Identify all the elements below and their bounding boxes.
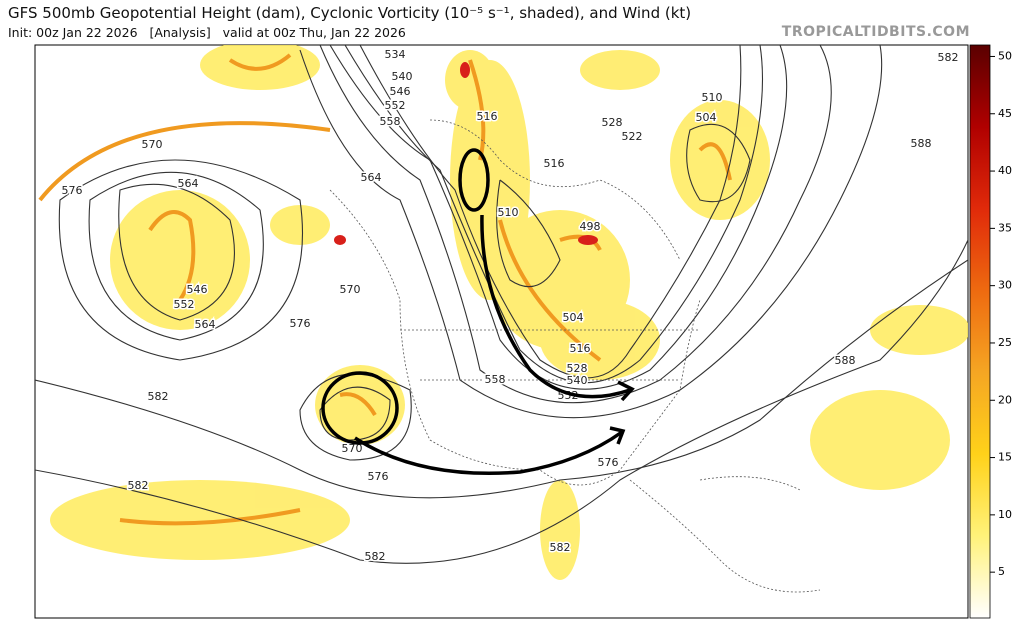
colorbar-tick-label: 50 (998, 49, 1012, 62)
contour-label: 576 (290, 317, 311, 330)
contour-label: 552 (385, 99, 406, 112)
colorbar-tick-label: 40 (998, 164, 1012, 177)
annotations (321, 148, 635, 476)
contour-label: 534 (385, 48, 406, 61)
contour-label: 516 (544, 157, 565, 170)
vorticity-max (334, 62, 598, 245)
contour-label: 570 (142, 138, 163, 151)
contour-label: 582 (550, 541, 571, 554)
contour-label: 558 (380, 115, 401, 128)
map-subtitle: Init: 00z Jan 22 2026 [Analysis] valid a… (8, 25, 406, 40)
contour-label: 576 (62, 184, 83, 197)
contour-label: 558 (485, 373, 506, 386)
height-contours (35, 45, 968, 564)
contour-label: 570 (340, 283, 361, 296)
colorbar-tick-label: 15 (998, 451, 1012, 464)
contour-label: 552 (174, 298, 195, 311)
contour-label: 504 (563, 311, 584, 324)
vorticity-shading (50, 45, 968, 580)
contour-label: 582 (128, 479, 149, 492)
contour-label: 504 (696, 111, 717, 124)
contour-label: 510 (702, 91, 723, 104)
contour-label: 528 (567, 362, 588, 375)
map-field (35, 45, 968, 593)
contour-label: 564 (195, 318, 216, 331)
contour-label: 588 (911, 137, 932, 150)
contour-label: 540 (392, 70, 413, 83)
colorbar-tick-label: 30 (998, 279, 1012, 292)
contour-label: 582 (365, 550, 386, 563)
contour-label: 582 (938, 51, 959, 64)
contour-label: 576 (368, 470, 389, 483)
contour-label: 498 (580, 220, 601, 233)
colorbar-tick-label: 20 (998, 393, 1012, 406)
map-title: GFS 500mb Geopotential Height (dam), Cyc… (8, 4, 692, 22)
contour-label: 516 (477, 110, 498, 123)
colorbar (969, 44, 991, 619)
colorbar-tick-label: 45 (998, 107, 1012, 120)
colorbar-tick-label: 35 (998, 221, 1012, 234)
contour-label: 564 (361, 171, 382, 184)
contour-label: 528 (602, 116, 623, 129)
contour-label: 546 (390, 85, 411, 98)
contour-label: 576 (598, 456, 619, 469)
colorbar-tick-label: 25 (998, 336, 1012, 349)
coastlines (329, 119, 821, 593)
contour-label: 546 (187, 283, 208, 296)
contour-label: 510 (498, 206, 519, 219)
contour-label: 564 (178, 177, 199, 190)
contour-label: 540 (567, 374, 588, 387)
contour-label: 522 (622, 130, 643, 143)
contour-label: 582 (148, 390, 169, 403)
contour-label: 588 (835, 354, 856, 367)
colorbar-tick-label: 5 (998, 565, 1005, 578)
watermark: TROPICALTIDBITS.COM (781, 24, 970, 40)
contour-label: 516 (570, 342, 591, 355)
colorbar-tick-label: 10 (998, 508, 1012, 521)
